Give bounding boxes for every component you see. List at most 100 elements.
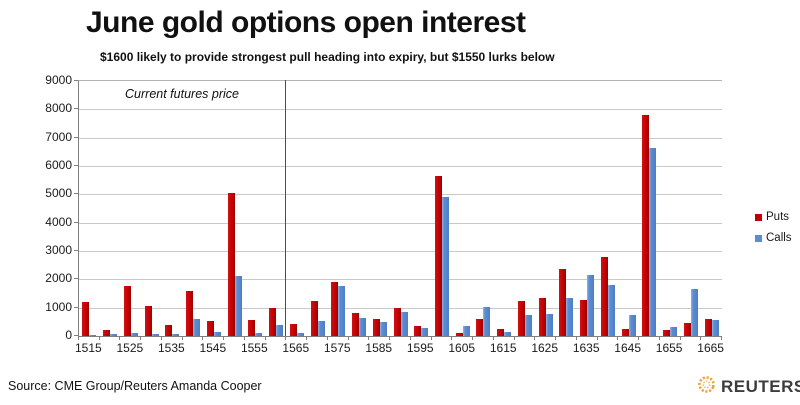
reuters-wordmark: REUTERS <box>721 377 800 396</box>
y-tick-label-7000: 7000 <box>45 129 72 144</box>
bar-puts-1645 <box>621 329 629 336</box>
x-tick-mark <box>513 336 515 340</box>
x-tick-mark <box>285 336 287 340</box>
bar-puts-1660 <box>683 323 691 336</box>
bar-puts-1620 <box>517 301 525 336</box>
x-tick-mark <box>326 336 328 340</box>
x-tick-mark <box>430 336 432 340</box>
x-tick-mark <box>638 336 640 340</box>
y-tick-mark <box>74 108 78 110</box>
bar-puts-1665 <box>704 319 712 336</box>
x-tick-mark <box>700 336 702 340</box>
bar-puts-1585 <box>372 319 380 336</box>
bar-calls-1545 <box>213 332 221 336</box>
y-tick-label-8000: 8000 <box>45 101 72 116</box>
y-tick-label-4000: 4000 <box>45 214 72 229</box>
gridline-8000 <box>79 109 722 111</box>
x-tick-mark <box>389 336 391 340</box>
bar-calls-1530 <box>151 334 159 336</box>
bar-calls-1570 <box>317 321 325 336</box>
bar-calls-1615 <box>504 332 512 336</box>
x-tick-mark <box>492 336 494 340</box>
bar-calls-1565 <box>296 333 304 336</box>
x-tick-label-1635: 1635 <box>572 341 600 355</box>
x-tick-mark <box>617 336 619 340</box>
x-tick-mark <box>78 336 79 340</box>
bar-calls-1515 <box>89 335 97 336</box>
bar-calls-1625 <box>545 314 553 336</box>
bar-puts-1520 <box>103 330 111 336</box>
x-tick-mark <box>264 336 266 340</box>
y-tick-mark <box>74 193 78 195</box>
bar-calls-1640 <box>607 285 615 336</box>
bar-calls-1560 <box>276 325 284 336</box>
x-tick-mark <box>347 336 349 340</box>
gridline-7000 <box>79 137 722 139</box>
x-tick-mark <box>451 336 453 340</box>
bar-calls-1585 <box>379 322 387 336</box>
x-tick-label-1555: 1555 <box>240 341 268 355</box>
bar-calls-1580 <box>359 318 367 336</box>
bar-calls-1540 <box>193 319 201 336</box>
bar-puts-1650 <box>642 115 650 336</box>
x-tick-label-1525: 1525 <box>116 341 144 355</box>
source-note: Source: CME Group/Reuters Amanda Cooper <box>8 379 262 393</box>
plot-area <box>78 80 722 337</box>
x-tick-label-1515: 1515 <box>75 341 102 355</box>
legend-label-calls: Calls <box>766 232 792 244</box>
bar-puts-1540 <box>186 291 194 336</box>
x-tick-label-1605: 1605 <box>448 341 476 355</box>
bar-puts-1530 <box>144 306 152 336</box>
bar-puts-1570 <box>310 301 318 336</box>
y-tick-label-6000: 6000 <box>45 158 72 172</box>
y-tick-mark <box>74 335 78 336</box>
x-tick-mark <box>306 336 308 340</box>
bar-calls-1595 <box>421 328 429 336</box>
x-tick-label-1575: 1575 <box>323 341 351 355</box>
x-tick-mark <box>679 336 681 340</box>
x-tick-label-1595: 1595 <box>406 341 434 355</box>
x-tick-label-1625: 1625 <box>531 341 559 355</box>
bar-calls-1610 <box>483 307 491 336</box>
y-tick-label-0: 0 <box>65 328 72 342</box>
y-tick-label-5000: 5000 <box>45 186 72 201</box>
bar-calls-1525 <box>130 333 138 336</box>
x-tick-label-1565: 1565 <box>282 341 310 355</box>
x-tick-mark <box>472 336 474 340</box>
bar-puts-1515 <box>82 302 90 336</box>
legend: Puts Calls <box>755 211 792 253</box>
bar-calls-1520 <box>110 334 118 336</box>
bar-puts-1625 <box>538 298 546 336</box>
bar-calls-1575 <box>338 286 346 336</box>
y-tick-mark <box>74 80 78 81</box>
bar-puts-1590 <box>393 308 401 336</box>
bar-calls-1630 <box>566 298 574 336</box>
x-tick-mark <box>98 336 100 340</box>
y-tick-label-1000: 1000 <box>45 299 72 314</box>
gridline-2000 <box>79 279 722 281</box>
x-tick-label-1545: 1545 <box>199 341 227 355</box>
current-futures-price-line <box>285 80 287 336</box>
bar-puts-1615 <box>497 329 505 336</box>
bar-calls-1550 <box>234 276 242 336</box>
x-tick-mark <box>223 336 225 340</box>
bar-calls-1535 <box>172 334 180 336</box>
gridline-1000 <box>79 307 722 309</box>
x-tick-mark <box>243 336 245 340</box>
gridline-4000 <box>79 222 722 224</box>
bar-calls-1600 <box>441 197 449 336</box>
reuters-logo: REUTERS <box>696 374 800 400</box>
bar-puts-1630 <box>559 269 567 336</box>
x-tick-mark <box>596 336 598 340</box>
legend-item-puts: Puts <box>755 211 792 223</box>
gridline-5000 <box>79 194 722 196</box>
y-tick-label-3000: 3000 <box>45 243 72 257</box>
gridline-6000 <box>79 166 722 167</box>
bar-puts-1640 <box>600 257 608 336</box>
legend-swatch-calls <box>755 234 762 242</box>
bar-puts-1595 <box>414 326 422 336</box>
bar-calls-1605 <box>462 326 470 336</box>
x-tick-label-1665: 1665 <box>697 341 724 355</box>
bar-calls-1655 <box>670 327 678 336</box>
